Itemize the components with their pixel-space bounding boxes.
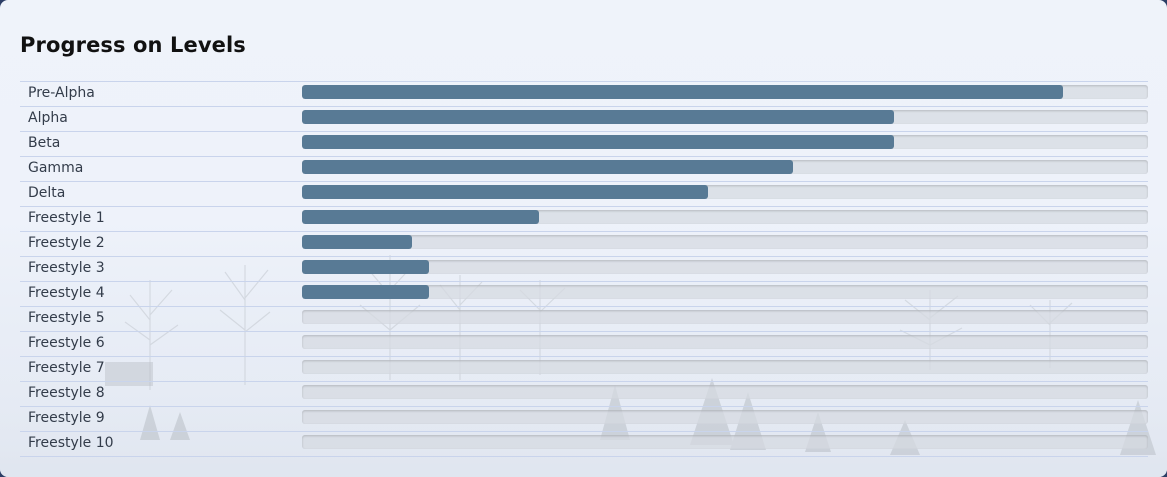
progress-bar-fill — [302, 235, 412, 249]
progress-bar-track — [302, 210, 1148, 224]
level-label: Freestyle 6 — [28, 335, 105, 351]
level-row: Freestyle 9 — [20, 407, 1148, 432]
level-row: Delta — [20, 182, 1148, 207]
progress-bar-track — [302, 285, 1148, 299]
progress-bar-track — [302, 160, 1148, 174]
progress-bar-fill — [302, 135, 895, 149]
progress-bar-track — [302, 310, 1148, 324]
level-label: Freestyle 5 — [28, 310, 105, 326]
level-row: Freestyle 7 — [20, 357, 1148, 382]
level-label: Freestyle 2 — [28, 235, 105, 251]
level-label: Freestyle 4 — [28, 285, 105, 301]
level-label: Freestyle 10 — [28, 435, 114, 451]
progress-bar-track — [302, 360, 1148, 374]
level-label: Gamma — [28, 160, 84, 176]
progress-bar-track — [302, 135, 1148, 149]
level-row: Freestyle 4 — [20, 282, 1148, 307]
level-row: Freestyle 5 — [20, 307, 1148, 332]
level-label: Freestyle 9 — [28, 410, 105, 426]
progress-bar-fill — [302, 285, 429, 299]
page-title: Progress on Levels — [20, 33, 246, 57]
progress-bar-track — [302, 235, 1148, 249]
level-row: Freestyle 10 — [20, 432, 1148, 457]
level-label: Pre-Alpha — [28, 85, 95, 101]
level-label: Beta — [28, 135, 61, 151]
level-row: Beta — [20, 132, 1148, 157]
level-row: Freestyle 3 — [20, 257, 1148, 282]
level-row: Freestyle 1 — [20, 207, 1148, 232]
level-progress-list: Pre-Alpha Alpha Beta Gamma Delta Freestyle 1 F… — [20, 81, 1148, 457]
progress-bar-track — [302, 410, 1148, 424]
progress-bar-fill — [302, 110, 895, 124]
level-row: Alpha — [20, 107, 1148, 132]
progress-bar-track — [302, 85, 1148, 99]
progress-bar-track — [302, 110, 1148, 124]
level-row: Freestyle 8 — [20, 382, 1148, 407]
level-label: Freestyle 3 — [28, 260, 105, 276]
level-label: Freestyle 1 — [28, 210, 105, 226]
level-label: Delta — [28, 185, 66, 201]
progress-bar-track — [302, 185, 1148, 199]
progress-bar-track — [302, 385, 1148, 399]
progress-bar-fill — [302, 260, 429, 274]
progress-bar-fill — [302, 160, 793, 174]
level-row: Freestyle 2 — [20, 232, 1148, 257]
progress-bar-track — [302, 335, 1148, 349]
progress-bar-track — [302, 260, 1148, 274]
progress-bar-fill — [302, 210, 539, 224]
level-row: Pre-Alpha — [20, 82, 1148, 107]
level-label: Alpha — [28, 110, 68, 126]
level-label: Freestyle 7 — [28, 360, 105, 376]
progress-bar-track — [302, 435, 1148, 449]
level-row: Gamma — [20, 157, 1148, 182]
level-label: Freestyle 8 — [28, 385, 105, 401]
progress-bar-fill — [302, 85, 1064, 99]
progress-bar-fill — [302, 185, 709, 199]
level-row: Freestyle 6 — [20, 332, 1148, 357]
